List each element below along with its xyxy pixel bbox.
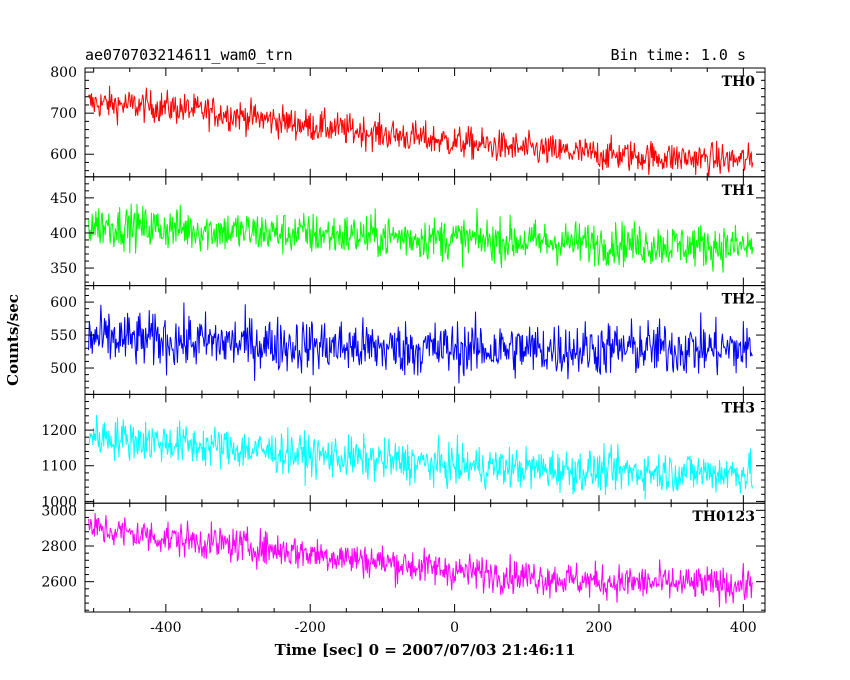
- series-line-th0123: [88, 512, 754, 608]
- x-tick-label: -200: [294, 620, 325, 636]
- panel-label-th0: TH0: [722, 74, 756, 90]
- y-tick-label: 1100: [41, 459, 77, 475]
- panel-th1: 350 400 450 TH1: [50, 176, 766, 287]
- panel-label-th1: TH1: [722, 183, 755, 199]
- panel-label-th3: TH3: [722, 400, 755, 416]
- x-tick-label: 200: [586, 620, 613, 636]
- panels-group: 600 700 800 TH0 350 400 450 TH1 500 550 600 TH2 1000…: [41, 65, 766, 613]
- y-tick-label: 500: [50, 361, 77, 377]
- series-line-th2: [88, 302, 754, 384]
- y-tick-label: 600: [50, 295, 77, 311]
- y-tick-label: 2600: [41, 575, 77, 591]
- y-tick-label: 600: [50, 147, 77, 163]
- y-tick-label: 700: [50, 106, 77, 122]
- y-tick-label: 2800: [41, 539, 77, 555]
- series-line-th3: [88, 414, 754, 500]
- panel-th0: 600 700 800 TH0: [50, 65, 766, 178]
- y-tick-label: 350: [50, 261, 77, 277]
- x-tick-label: -400: [150, 620, 181, 636]
- y-tick-label: 3000: [41, 503, 77, 519]
- panel-th3: 1000 1100 1200 TH3: [41, 393, 766, 510]
- y-axis-title: Counts/sec: [4, 294, 22, 386]
- chart-title-right: Bin time: 1.0 s: [611, 46, 746, 64]
- panel-frame: [84, 502, 766, 613]
- y-tick-label: 1200: [41, 423, 77, 439]
- y-tick-label: 1000: [41, 494, 77, 510]
- series-line-th1: [88, 203, 754, 273]
- chart-title-left: ae070703214611_wam0_trn: [85, 46, 293, 64]
- panel-frame: [84, 67, 766, 178]
- series-line-th0: [88, 85, 754, 177]
- x-axis-title: Time [sec] 0 = 2007/07/03 21:46:11: [275, 641, 576, 659]
- panel-th2: 500 550 600 TH2: [50, 285, 766, 395]
- y-tick-label: 450: [50, 191, 77, 207]
- panel-frame: [84, 393, 766, 504]
- y-tick-label: 800: [50, 65, 77, 81]
- panel-label-th2: TH2: [722, 292, 755, 308]
- x-axis: -400 -200 0 200 400: [150, 620, 757, 636]
- y-tick-label: 550: [50, 328, 77, 344]
- y-tick-label: 400: [50, 226, 77, 242]
- panel-label-th0123: TH0123: [692, 509, 755, 525]
- panel-th0123: 2600 2800 3000 TH0123: [41, 502, 766, 613]
- x-tick-label: 400: [730, 620, 757, 636]
- x-tick-label: 0: [450, 620, 459, 636]
